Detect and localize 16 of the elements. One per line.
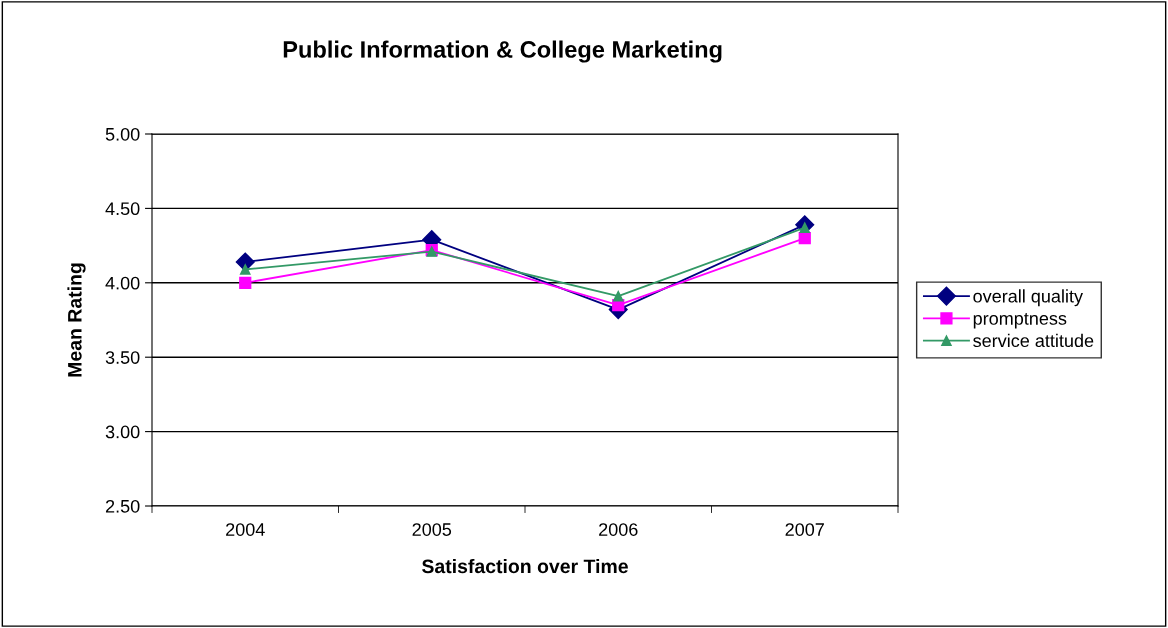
- y-tick-label: 4.50: [105, 202, 140, 216]
- y-tick-label: 3.50: [105, 351, 140, 364]
- y-tick-label: 5.00: [105, 127, 140, 141]
- y-tick-label: 2.50: [105, 499, 140, 513]
- x-tick-label: 2004: [226, 523, 265, 536]
- legend-label: overall quality: [973, 289, 1083, 307]
- x-tick-label: 2006: [599, 523, 638, 536]
- x-tick-label: 2007: [785, 523, 824, 536]
- legend-label: service attitude: [973, 333, 1094, 348]
- y-tick-label: 3.00: [105, 425, 140, 439]
- chart-title: Public Information & College Marketing: [283, 40, 722, 63]
- legend-label: promptness: [973, 312, 1067, 329]
- x-axis-title: Satisfaction over Time: [422, 558, 628, 574]
- y-axis-title: Mean Rating: [67, 263, 86, 377]
- y-tick-label: 4.00: [105, 276, 140, 290]
- x-tick-label: 2005: [412, 523, 452, 536]
